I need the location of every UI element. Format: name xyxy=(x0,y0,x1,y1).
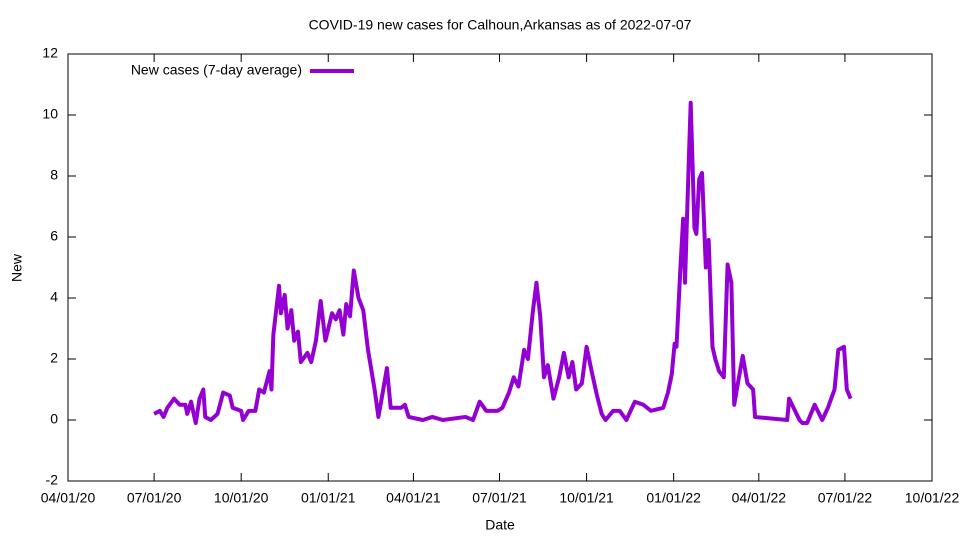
x-tick-label: 04/01/20 xyxy=(41,490,96,506)
x-tick-label: 07/01/22 xyxy=(818,490,873,506)
x-tick-label: 07/01/20 xyxy=(127,490,182,506)
x-tick-label: 10/01/22 xyxy=(905,490,960,506)
y-tick-label: 0 xyxy=(50,411,58,427)
legend-label: New cases (7-day average) xyxy=(131,62,302,78)
x-tick-label: 04/01/22 xyxy=(732,490,787,506)
y-tick-label: 6 xyxy=(50,228,58,244)
data-line xyxy=(153,100,853,426)
y-tick-label: 4 xyxy=(50,289,58,305)
x-tick-label: 10/01/21 xyxy=(559,490,614,506)
y-axis-label: New xyxy=(9,253,25,282)
x-tick-label: 10/01/20 xyxy=(214,490,269,506)
y-tick-label: 10 xyxy=(42,106,58,122)
y-tick-label: 2 xyxy=(50,350,58,366)
x-tick-label: 07/01/21 xyxy=(472,490,527,506)
x-tick-label: 04/01/21 xyxy=(386,490,441,506)
x-tick-label: 01/01/21 xyxy=(301,490,356,506)
chart-title: COVID-19 new cases for Calhoun,Arkansas … xyxy=(309,17,692,33)
x-tick-label: 01/01/22 xyxy=(646,490,701,506)
x-axis-label: Date xyxy=(485,517,515,533)
y-tick-label: -2 xyxy=(46,472,59,488)
y-tick-label: 8 xyxy=(50,167,58,183)
y-tick-label: 12 xyxy=(42,45,58,61)
